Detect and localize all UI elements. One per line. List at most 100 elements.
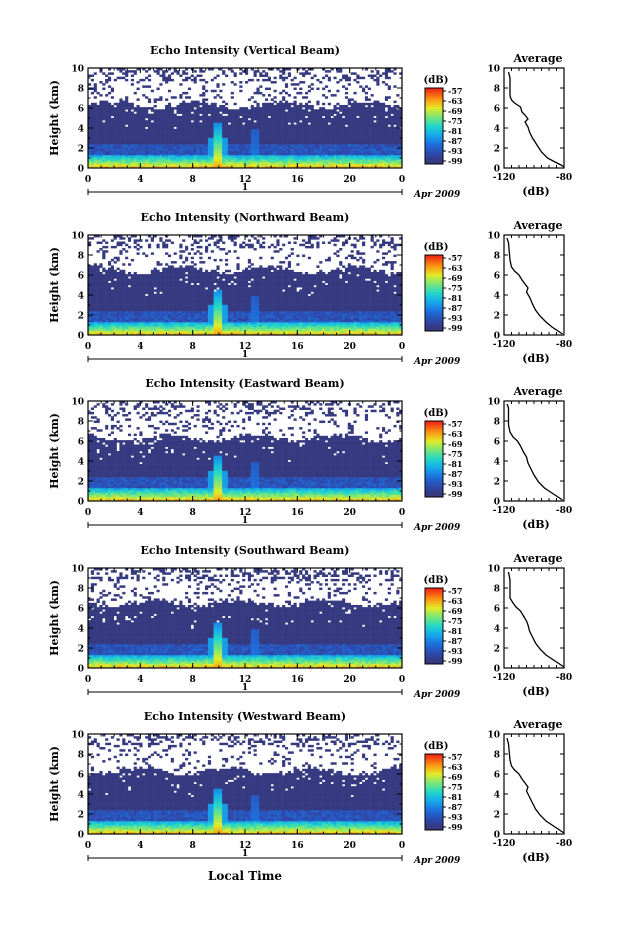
heatmap-cell	[147, 144, 152, 147]
heatmap-cell	[170, 332, 174, 336]
heatmap-cell	[273, 131, 277, 134]
heatmap-cell	[339, 128, 343, 132]
heatmap-cell	[96, 332, 100, 336]
heatmap-cell	[185, 157, 189, 160]
heatmap-cell	[122, 237, 126, 240]
heatmap-cell	[145, 161, 149, 164]
heatmap-cell	[136, 135, 140, 138]
heatmap-cell	[182, 321, 186, 325]
heatmap-cell	[210, 133, 214, 136]
heatmap-cell	[142, 131, 146, 134]
heatmap-cell	[367, 104, 371, 108]
heatmap-cell	[167, 319, 172, 323]
heatmap-cell	[170, 261, 174, 264]
heatmap-cell	[393, 144, 397, 147]
heatmap-cell	[165, 293, 169, 297]
heatmap-cell	[156, 139, 160, 143]
heatmap-cell	[167, 304, 172, 308]
heatmap-cell	[202, 122, 206, 125]
heatmap-cell	[302, 120, 306, 123]
heatmap-cell	[167, 131, 172, 134]
heatmap-cell	[353, 152, 357, 156]
heatmap-cell	[122, 285, 126, 288]
heatmap-cell	[236, 139, 240, 143]
heatmap-cell	[93, 308, 97, 312]
heatmap-cell	[267, 104, 271, 108]
heatmap-cell	[242, 157, 246, 160]
heatmap-cell	[153, 326, 157, 329]
heatmap-cell	[185, 133, 189, 136]
heatmap-cell	[310, 146, 314, 149]
heatmap-cell	[242, 161, 246, 164]
heatmap-cell	[150, 118, 154, 121]
heatmap-cell	[127, 278, 132, 281]
heatmap-cell	[190, 280, 194, 284]
ytick-label: 6	[78, 105, 84, 115]
heatmap-cell	[165, 289, 169, 292]
heatmap-cell	[176, 118, 180, 121]
heatmap-cell	[113, 308, 117, 312]
heatmap-cell	[127, 274, 132, 277]
heatmap-cell	[399, 165, 403, 169]
heatmap-cell	[284, 68, 289, 71]
heatmap-cell	[162, 109, 166, 112]
heatmap-cell	[110, 104, 114, 108]
heatmap-cell	[364, 152, 369, 156]
heatmap-cell	[233, 135, 237, 138]
heatmap-cell	[165, 282, 169, 286]
heatmap-cell	[379, 133, 383, 136]
heatmap-cell	[139, 300, 143, 303]
heatmap-cell	[133, 152, 137, 156]
heatmap-cell	[88, 241, 92, 244]
heatmap-cell	[159, 115, 163, 119]
heatmap-cell	[202, 98, 206, 101]
heatmap-cell	[156, 321, 160, 325]
heatmap-cell	[190, 326, 194, 329]
heatmap-cell	[210, 141, 214, 145]
heatmap-cell	[96, 282, 100, 286]
heatmap-cell	[299, 102, 303, 106]
heatmap-cell	[350, 137, 354, 141]
heatmap-cell	[239, 89, 243, 93]
heatmap-cell	[176, 304, 180, 308]
heatmap-cell	[387, 85, 391, 88]
heatmap-cell	[384, 122, 389, 125]
heatmap-cell	[165, 300, 169, 303]
heatmap-cell	[125, 159, 129, 162]
heatmap-cell	[356, 131, 360, 134]
heatmap-cell	[99, 278, 103, 281]
heatmap-cell	[207, 120, 212, 123]
heatmap-cell	[307, 154, 311, 158]
heatmap-cell	[313, 111, 317, 114]
heatmap-cell	[179, 271, 183, 275]
average-title: Average	[512, 52, 562, 65]
heatmap-cell	[147, 274, 152, 277]
heatmap-cell	[390, 70, 394, 73]
heatmap-cell	[173, 280, 177, 284]
heatmap-cell	[176, 107, 180, 110]
heatmap-cell	[219, 139, 223, 143]
heatmap-cell	[199, 139, 203, 143]
heatmap-cell	[396, 141, 400, 145]
heatmap-cell	[216, 152, 220, 156]
heatmap-cell	[316, 165, 320, 169]
heatmap-cell	[253, 107, 257, 110]
heatmap-cell	[202, 157, 206, 160]
heatmap-cell	[162, 131, 166, 134]
heatmap-cell	[113, 139, 117, 143]
heatmap-cell	[125, 165, 129, 169]
heatmap-cell	[142, 285, 146, 288]
heatmap-cell	[259, 146, 263, 149]
heatmap-cell	[110, 265, 114, 268]
heatmap-cell	[107, 141, 112, 145]
heatmap-cell	[196, 124, 200, 127]
heatmap-cell	[376, 70, 380, 73]
heatmap-cell	[270, 146, 274, 149]
heatmap-cell	[370, 70, 374, 73]
heatmap-cell	[113, 122, 117, 125]
heatmap-cell	[179, 313, 183, 316]
heatmap-cell	[102, 148, 106, 151]
heatmap-cell	[193, 157, 197, 160]
heatmap-cell	[110, 285, 114, 288]
heatmap-cell	[356, 146, 360, 149]
